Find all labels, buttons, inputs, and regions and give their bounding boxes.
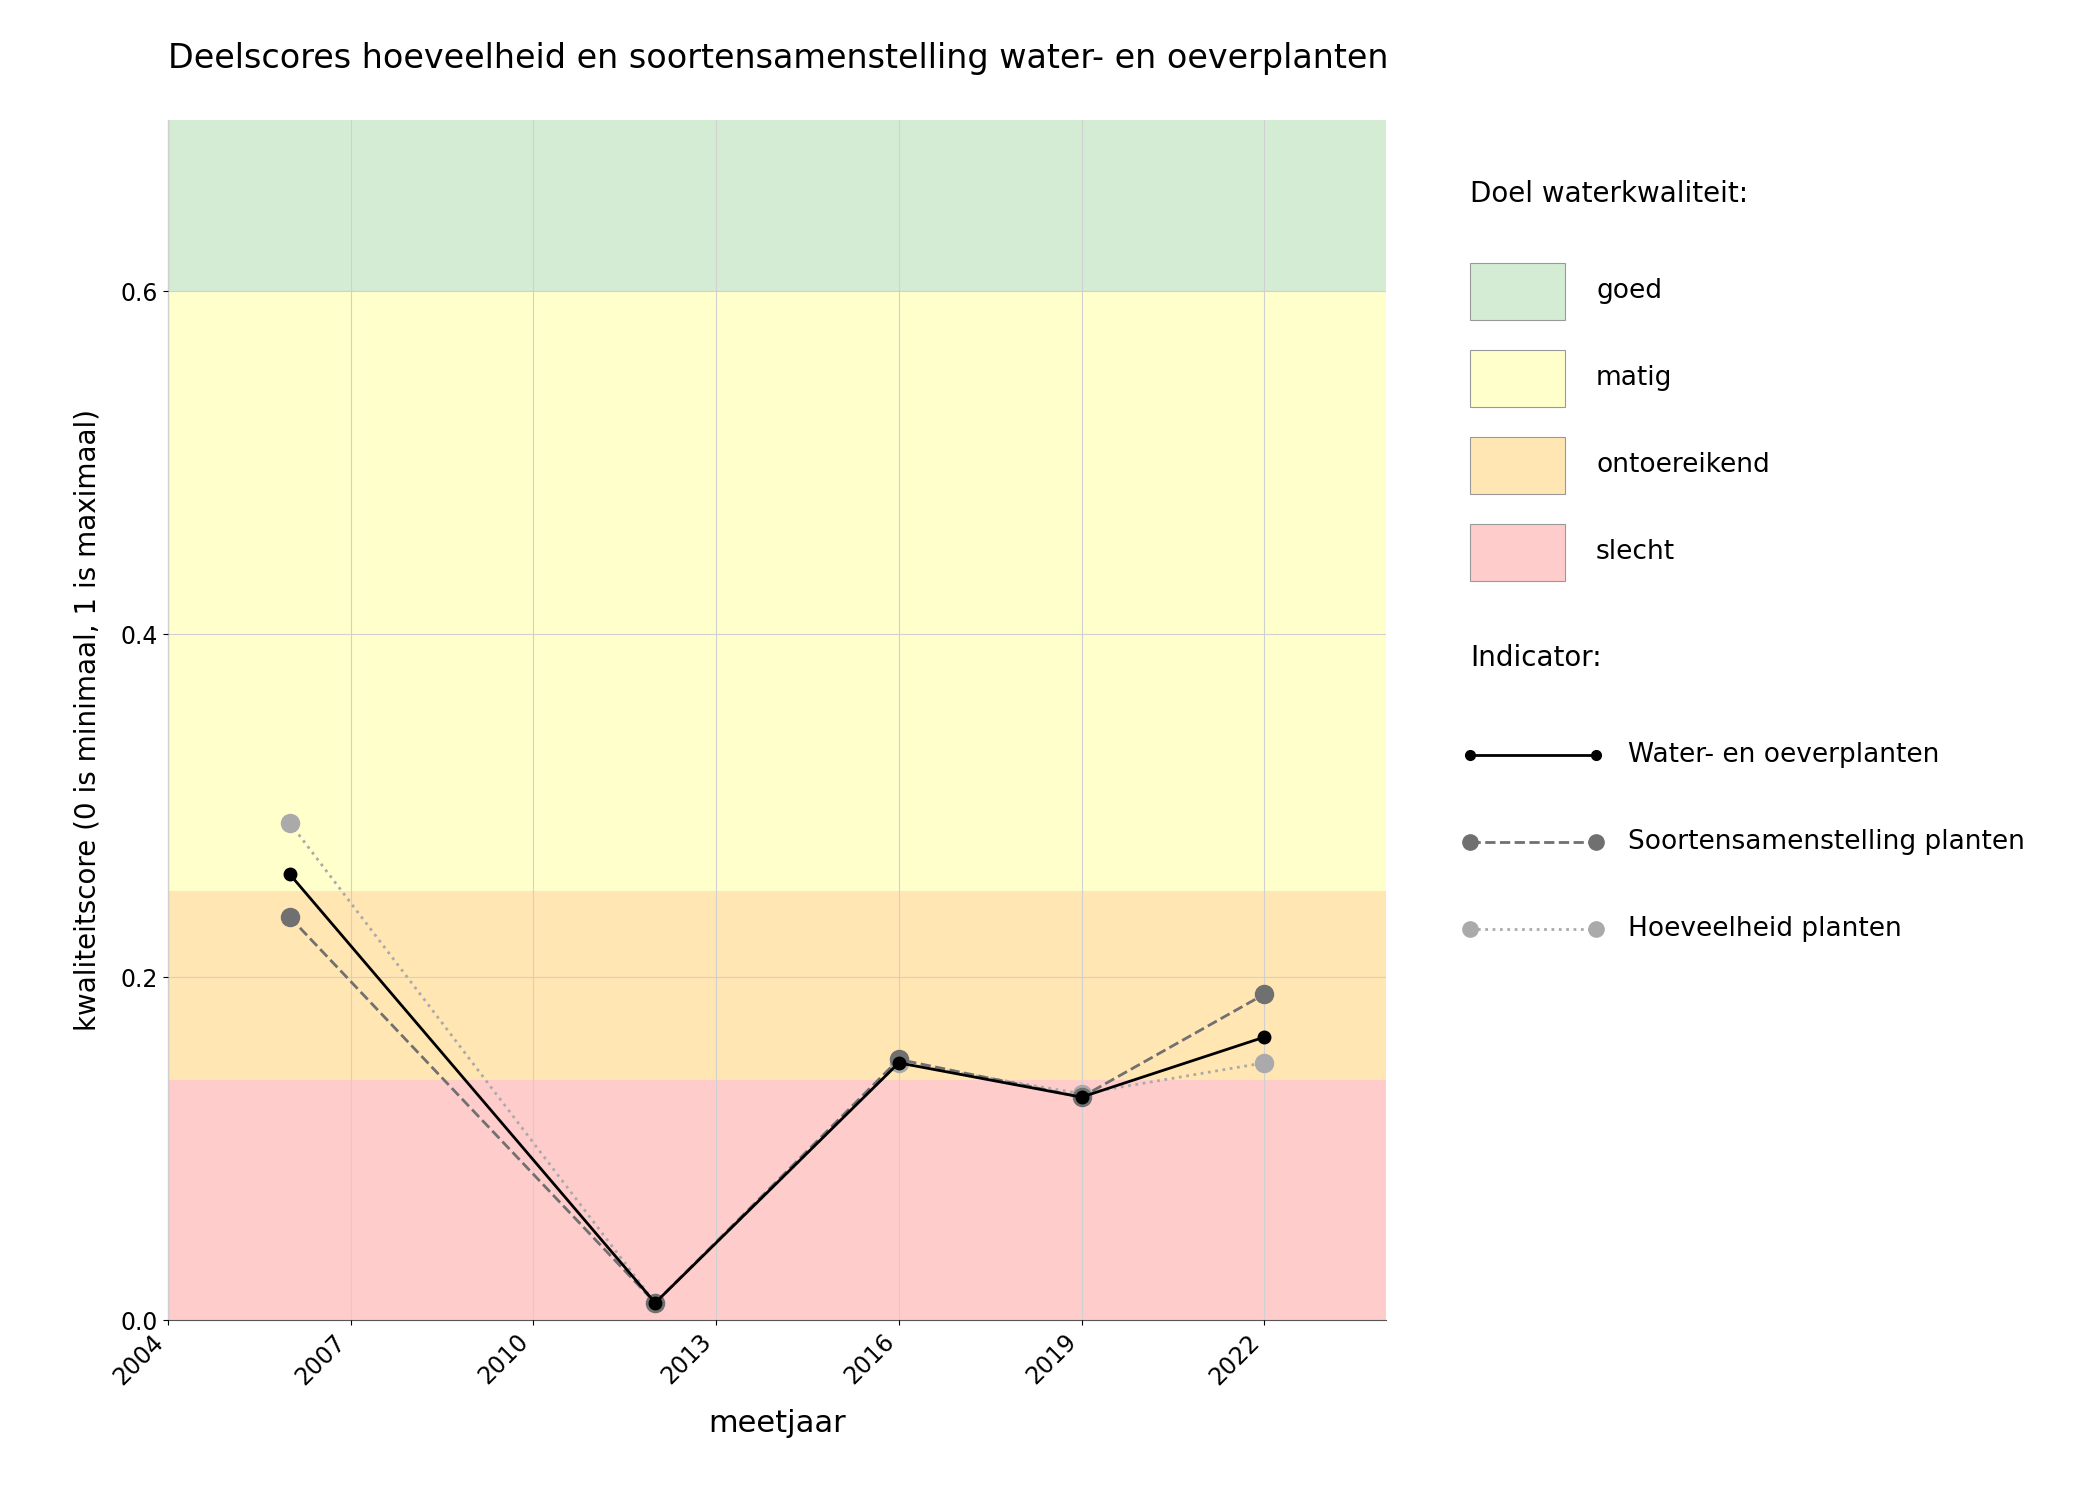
Soortensamenstelling planten <box>1252 986 1277 1004</box>
Bar <box>168 1080 1386 1320</box>
Soortensamenstelling planten <box>277 908 302 926</box>
Hoeveelheid planten <box>886 1054 911 1072</box>
Text: ontoereikend: ontoereikend <box>1596 452 1770 478</box>
Text: goed: goed <box>1596 278 1661 304</box>
Line: Soortensamenstelling planten: Soortensamenstelling planten <box>281 908 1273 1312</box>
Water- en oeverplanten <box>643 1294 668 1312</box>
Text: Doel waterkwaliteit:: Doel waterkwaliteit: <box>1470 180 1747 209</box>
Bar <box>168 291 1386 891</box>
Hoeveelheid planten <box>277 815 302 833</box>
Water- en oeverplanten <box>886 1054 911 1072</box>
Text: matig: matig <box>1596 364 1672 392</box>
Y-axis label: kwaliteitscore (0 is minimaal, 1 is maximaal): kwaliteitscore (0 is minimaal, 1 is maxi… <box>74 410 101 1030</box>
Soortensamenstelling planten <box>643 1294 668 1312</box>
Water- en oeverplanten <box>1069 1088 1094 1106</box>
Line: Hoeveelheid planten: Hoeveelheid planten <box>281 815 1273 1312</box>
Text: Water- en oeverplanten: Water- en oeverplanten <box>1628 741 1938 768</box>
Hoeveelheid planten <box>643 1294 668 1312</box>
Text: Indicator:: Indicator: <box>1470 644 1602 672</box>
Soortensamenstelling planten <box>1069 1088 1094 1106</box>
Hoeveelheid planten <box>1252 1054 1277 1072</box>
Water- en oeverplanten <box>1252 1028 1277 1045</box>
Hoeveelheid planten <box>1069 1084 1094 1102</box>
Text: Deelscores hoeveelheid en soortensamenstelling water- en oeverplanten: Deelscores hoeveelheid en soortensamenst… <box>168 42 1388 75</box>
X-axis label: meetjaar: meetjaar <box>708 1408 846 1437</box>
Water- en oeverplanten <box>277 865 302 883</box>
Bar <box>168 120 1386 291</box>
Text: Soortensamenstelling planten: Soortensamenstelling planten <box>1628 828 2024 855</box>
Text: slecht: slecht <box>1596 538 1676 566</box>
Soortensamenstelling planten <box>886 1050 911 1068</box>
Line: Water- en oeverplanten: Water- en oeverplanten <box>284 868 1270 1310</box>
Bar <box>168 891 1386 1080</box>
Text: Hoeveelheid planten: Hoeveelheid planten <box>1628 915 1900 942</box>
